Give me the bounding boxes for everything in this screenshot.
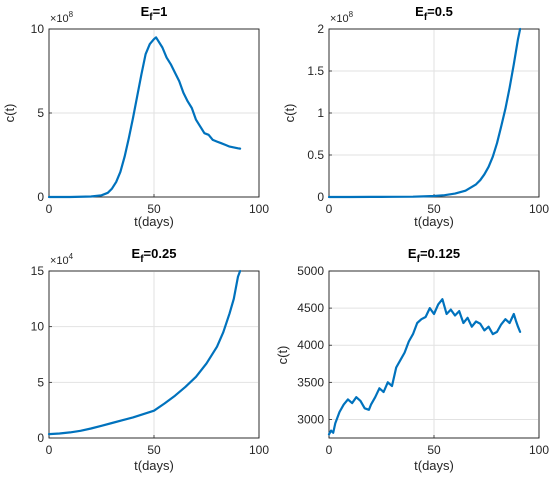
y-tick-label: 1.5 [307, 64, 324, 78]
series-line [47, 269, 242, 436]
subplot-1-xlabel: t(days) [134, 214, 174, 229]
x-tick-label: 50 [427, 202, 441, 216]
y-tick-label: 10 [31, 22, 45, 36]
y-tick-label: 0 [37, 431, 44, 445]
subplot-3-xlabel: t(days) [134, 458, 174, 473]
subplot-2-exponent: ×108 [330, 10, 354, 25]
subplot-4-axes-border [328, 270, 540, 439]
x-tick-label: 50 [147, 443, 161, 457]
subplot-2: Ef=0.5 ×108 c(t) t(days) 0 50 100 0 0.5 1 1.5 2 [282, 4, 549, 229]
subplot-3: Ef=0.25 ×104 t(days) 0 50 100 0 5 10 15 [31, 246, 270, 473]
subplot-4-ylabel: c(t) [275, 346, 290, 365]
y-tick-label: 5 [37, 106, 44, 120]
y-tick-label: 2 [317, 22, 324, 36]
y-tick-label: 3000 [297, 412, 324, 426]
x-tick-label: 0 [46, 202, 53, 216]
subplot-1-axes-border [48, 28, 260, 198]
y-tick-label: 3500 [297, 375, 324, 389]
y-tick-label: 4500 [297, 301, 324, 315]
subplot-2-xlabel: t(days) [414, 214, 454, 229]
y-tick-label: 5 [37, 375, 44, 389]
x-tick-label: 50 [147, 202, 161, 216]
subplot-1-exponent: ×108 [50, 10, 74, 25]
subplot-4-xlabel: t(days) [414, 458, 454, 473]
y-tick-label: 5000 [297, 264, 324, 278]
subplot-1-title: Ef=1 [141, 4, 168, 23]
x-tick-label: 50 [427, 443, 441, 457]
x-tick-label: 100 [529, 443, 549, 457]
x-tick-label: 0 [326, 202, 333, 216]
y-tick-label: 0.5 [307, 148, 324, 162]
subplot-3-axes-border [48, 270, 260, 439]
y-tick-label: 0 [317, 190, 324, 204]
subplot-3-title: Ef=0.25 [132, 246, 177, 265]
subplot-2-title: Ef=0.5 [415, 4, 453, 23]
y-tick-label: 1 [317, 106, 324, 120]
x-tick-label: 0 [326, 443, 333, 457]
subplot-4-title: Ef=0.125 [408, 246, 460, 265]
x-tick-label: 100 [249, 443, 269, 457]
x-tick-label: 100 [249, 202, 269, 216]
subplot-1-ylabel: c(t) [2, 104, 17, 123]
subplot-3-exponent: ×104 [50, 252, 74, 267]
series-line [327, 27, 522, 199]
subplot-4: Ef=0.125 c(t) t(days) 0 50 100 3000 3500 4000… [275, 246, 549, 473]
y-tick-label: 4000 [297, 338, 324, 352]
series-line [47, 36, 242, 199]
series-line [327, 298, 522, 436]
y-tick-label: 10 [31, 320, 45, 334]
y-tick-label: 15 [31, 264, 45, 278]
subplot-2-ylabel: c(t) [282, 104, 297, 123]
x-tick-label: 100 [529, 202, 549, 216]
x-tick-label: 0 [46, 443, 53, 457]
subplot-1: Ef=1 ×108 c(t) t(days) 0 50 100 0 5 10 [2, 4, 269, 229]
y-tick-label: 0 [37, 190, 44, 204]
